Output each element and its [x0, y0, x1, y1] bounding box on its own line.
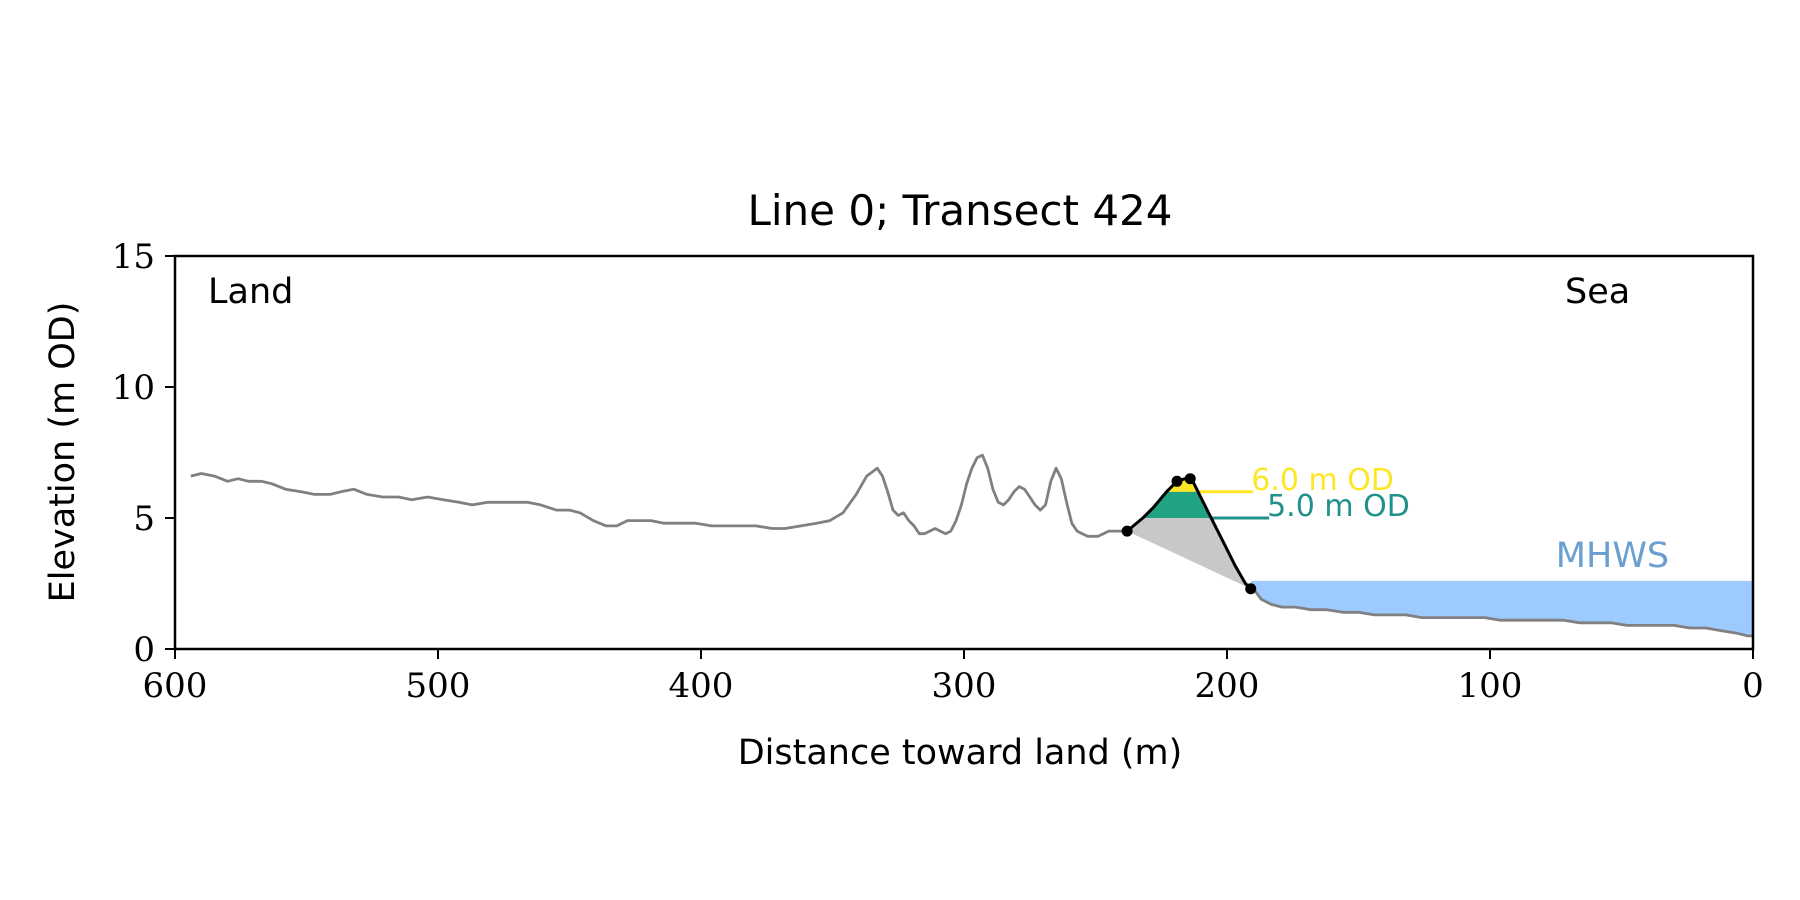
- band-5-to-6m-fill: [1142, 491, 1212, 518]
- y-tick-label-2: 10: [112, 368, 155, 408]
- sea-label: Sea: [1565, 272, 1630, 312]
- axis-ticks: 600 500 400 300 200 100 0 0 5 10 15: [112, 237, 1764, 706]
- plot-area: 6.0 m OD5.0 m OD MHWS: [190, 453, 1753, 638]
- dune-marker-2: [1184, 473, 1196, 485]
- x-tick-label-2: 400: [669, 666, 734, 706]
- dune-marker-0: [1121, 525, 1133, 537]
- x-tick-label-5: 100: [1458, 666, 1523, 706]
- x-tick-label-4: 200: [1195, 666, 1260, 706]
- level-5m-label: 5.0 m OD: [1267, 489, 1410, 524]
- dune-marker-3: [1245, 583, 1257, 595]
- level-6m-label: 6.0 m OD: [1251, 463, 1394, 498]
- foreshore-profile-line: [1252, 587, 1753, 638]
- y-tick-label-0: 0: [133, 630, 155, 670]
- land-profile-line: [190, 453, 1130, 538]
- land-label: Land: [208, 272, 293, 312]
- y-axis-label: Elevation (m OD): [43, 302, 83, 603]
- chart-title: Line 0; Transect 424: [747, 186, 1172, 235]
- dune-marker-1: [1171, 475, 1183, 487]
- x-axis-label: Distance toward land (m): [738, 733, 1183, 773]
- mhws-water-fill: [1250, 580, 1753, 636]
- x-tick-label-3: 300: [932, 666, 997, 706]
- y-tick-label-3: 15: [112, 237, 155, 277]
- x-tick-label-6: 0: [1742, 666, 1764, 706]
- y-tick-label-1: 5: [133, 499, 155, 539]
- x-tick-label-0: 600: [143, 666, 208, 706]
- mhws-label: MHWS: [1556, 536, 1669, 576]
- x-tick-label-1: 500: [406, 666, 471, 706]
